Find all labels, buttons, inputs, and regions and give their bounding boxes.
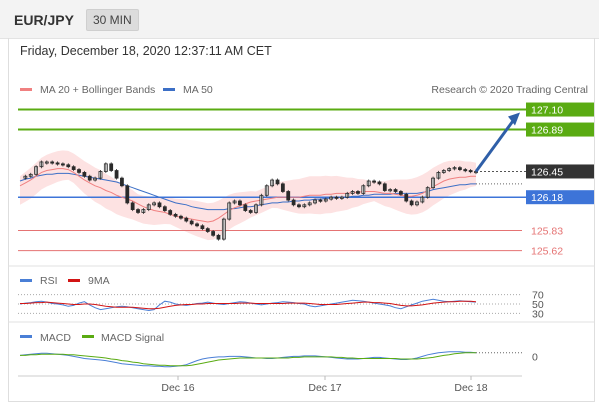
forecast-arrow-head <box>508 112 520 126</box>
copyright-text: Research © 2020 Trading Central <box>431 84 588 96</box>
level-tag-126.89 <box>526 122 594 137</box>
forecast-arrow-shaft <box>474 118 516 173</box>
x-tick-label: Dec 16 <box>161 382 194 394</box>
level-label-125.62: 125.62 <box>531 246 563 258</box>
chart-header: EUR/JPY 30 MIN <box>0 0 599 39</box>
legend-macd-signal: MACD Signal <box>101 332 164 344</box>
legend-macd: MACD <box>40 332 71 344</box>
legend-swatch-9ma <box>68 279 80 282</box>
level-label-126.45: 126.45 <box>531 166 563 178</box>
legend-swatch-ma20 <box>20 88 32 91</box>
chart-datetime: Friday, December 18, 2020 12:37:11 AM CE… <box>20 44 272 58</box>
legend-swatch-macd <box>20 335 32 338</box>
level-label-127.10: 127.10 <box>531 105 563 117</box>
legend-swatch-macd-signal <box>82 335 94 338</box>
legend-swatch-ma50 <box>163 88 175 91</box>
legend-swatch-rsi <box>20 279 32 282</box>
level-tag-126.18 <box>526 190 594 205</box>
rsi-level-label-30: 30 <box>532 308 544 320</box>
level-label-126.18: 126.18 <box>531 192 563 204</box>
x-tick-label: Dec 17 <box>308 382 341 394</box>
legend-rsi: RSI <box>40 275 58 287</box>
level-tag-127.10 <box>526 102 594 117</box>
rsi-9ma-line <box>20 300 477 310</box>
rsi-line <box>19 298 477 312</box>
level-label-125.83: 125.83 <box>531 226 563 238</box>
level-labels: 127.10 126.89 126.45 126.18 125.83 125.62 <box>526 102 594 258</box>
price-lines <box>19 160 478 241</box>
level-label-126.89: 126.89 <box>531 125 563 137</box>
rsi-level-label-70: 70 <box>532 290 544 302</box>
level-tag-126.45 <box>526 164 594 179</box>
timeframe-button[interactable]: 30 MIN <box>86 9 139 31</box>
x-axis-ticks: Dec 16 Dec 17 Dec 18 <box>161 376 488 394</box>
ma20-line <box>19 168 476 223</box>
chart-frame <box>8 38 595 402</box>
forecast-arrow <box>474 112 520 173</box>
price-levels <box>18 108 526 252</box>
legend-9ma: 9MA <box>88 275 110 287</box>
macd-zero-label: 0 <box>532 351 538 363</box>
bollinger-bands <box>20 150 476 241</box>
legend-ma20: MA 20 + Bollinger Bands <box>40 84 155 96</box>
x-tick-label: Dec 18 <box>454 382 487 394</box>
rsi-level-label-50: 50 <box>532 299 544 311</box>
legend-ma50: MA 50 <box>183 84 213 96</box>
bollinger-band-area <box>20 150 476 241</box>
pair-title: EUR/JPY <box>14 12 74 28</box>
macd-panel: 0 <box>19 351 538 368</box>
macd-signal-line <box>20 352 476 367</box>
